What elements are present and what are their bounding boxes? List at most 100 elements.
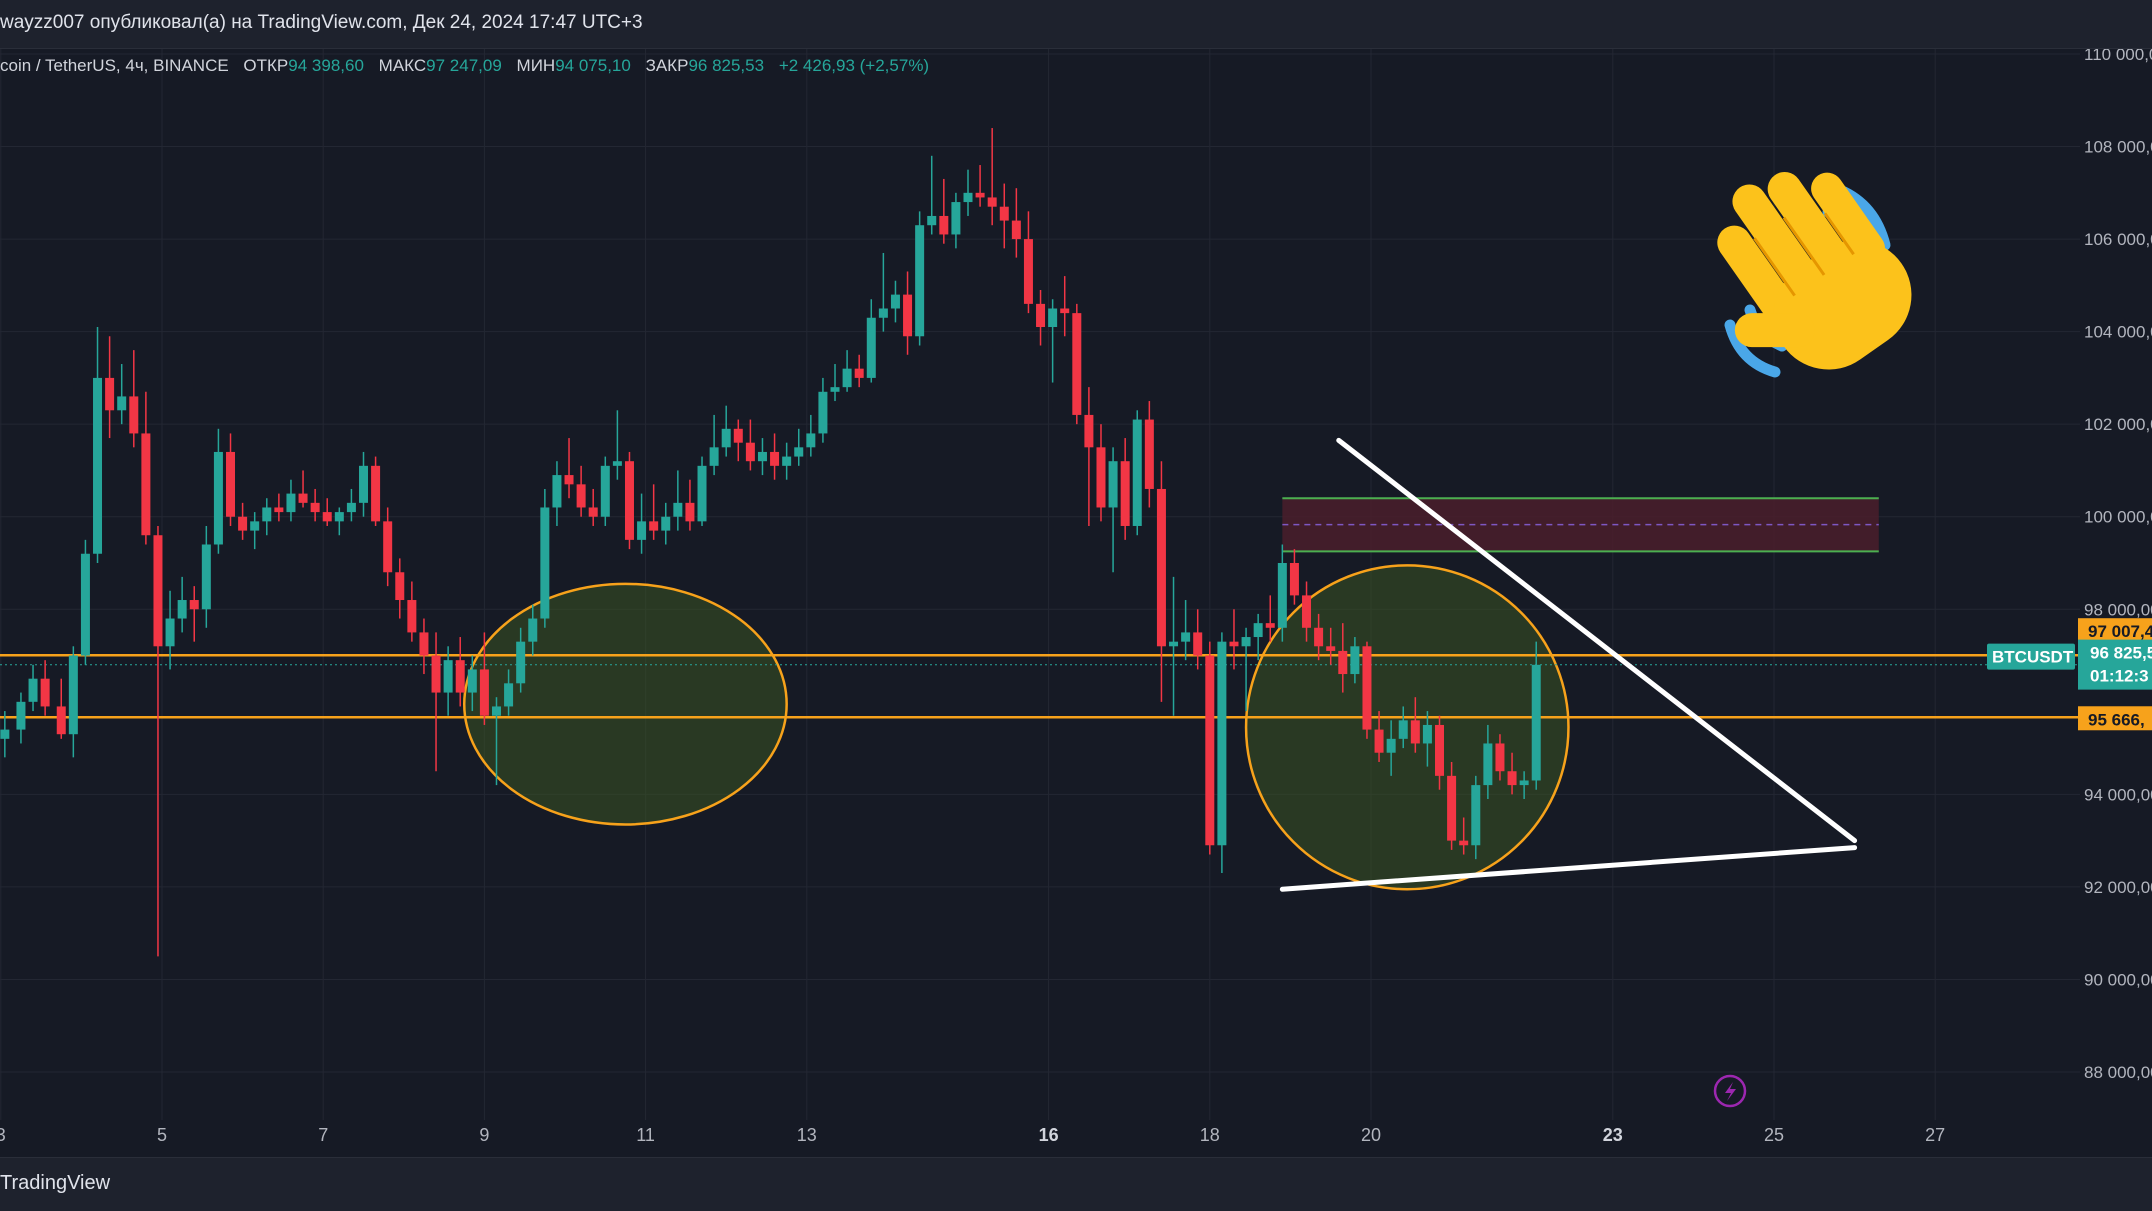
- candle: [105, 336, 115, 439]
- y-tick-label: 94 000,00: [2084, 785, 2152, 804]
- price-axis[interactable]: 88 000,00 90 000,00 92 000,00 94 000,00 98 0…: [2084, 45, 2152, 1082]
- candle: [117, 364, 127, 425]
- candle-body: [1096, 447, 1106, 508]
- candle: [866, 299, 876, 383]
- candle: [975, 165, 985, 207]
- candle-body: [28, 678, 38, 702]
- candle: [40, 660, 50, 716]
- time-axis[interactable]: 3 5 7 9 11 13 16 18 20 23 25 27: [0, 1125, 1945, 1145]
- candle-body: [16, 701, 26, 730]
- candle: [286, 479, 296, 522]
- candle-body: [745, 442, 755, 462]
- candle-body: [1338, 650, 1348, 675]
- candle: [673, 470, 683, 531]
- candle: [250, 512, 260, 550]
- candle: [1289, 549, 1299, 605]
- candle-body: [56, 706, 66, 735]
- candle-body: [0, 729, 10, 739]
- candle-body: [1386, 738, 1396, 753]
- candle: [1217, 632, 1227, 874]
- candle-body: [1519, 780, 1529, 786]
- candle-body: [68, 655, 78, 735]
- price-label-current: [2078, 639, 2152, 690]
- candle-body: [1023, 239, 1033, 304]
- close-label: ЗАКР: [645, 56, 689, 75]
- candle: [1181, 600, 1191, 661]
- candle: [600, 456, 610, 526]
- candle-body: [1410, 720, 1420, 744]
- candle-body: [407, 600, 417, 633]
- candle: [733, 419, 743, 462]
- candle: [745, 419, 755, 471]
- candle-body: [431, 655, 441, 693]
- candle-body: [1362, 646, 1372, 730]
- candle-body: [1253, 623, 1263, 638]
- candle: [1277, 544, 1287, 642]
- candle-body: [504, 683, 514, 707]
- candle: [226, 433, 236, 526]
- ohlc-legend[interactable]: coin / TetherUS, 4ч, BINANCE ОТКР94 398,…: [0, 56, 929, 76]
- candle: [576, 465, 586, 517]
- symbol-tag: [1987, 643, 2075, 670]
- candle-body: [250, 521, 260, 531]
- candle-body: [1302, 595, 1312, 628]
- candle: [359, 451, 368, 517]
- candle-body: [673, 502, 683, 517]
- candle: [153, 525, 163, 957]
- candle: [371, 456, 381, 526]
- y-tick-label: 98 000,00: [2084, 600, 2152, 619]
- publish-info: wayzz007 опубликовал(а) на TradingView.c…: [0, 12, 643, 33]
- candle: [1302, 581, 1312, 642]
- candle: [1120, 438, 1130, 540]
- candle: [455, 637, 465, 707]
- candle-body: [540, 507, 550, 619]
- tradingview-brand[interactable]: TradingView: [0, 1172, 111, 1194]
- candle: [552, 461, 562, 526]
- candle-body: [757, 451, 767, 462]
- lightning-icon[interactable]: [1713, 1074, 1747, 1108]
- candle: [491, 697, 501, 786]
- y-tick-label: 110 000,00: [2084, 45, 2152, 64]
- candle: [1531, 641, 1541, 790]
- candle: [770, 433, 780, 480]
- trendline: [1336, 437, 1858, 844]
- candle-body: [842, 368, 852, 388]
- candle: [1483, 724, 1493, 799]
- candle: [56, 678, 66, 739]
- candle-body: [1229, 641, 1239, 647]
- x-tick-label: 27: [1925, 1125, 1945, 1145]
- candle: [782, 442, 792, 480]
- candle: [177, 576, 187, 633]
- candle-body: [238, 516, 248, 531]
- close-value: 96 825,53: [688, 56, 765, 75]
- candle-body: [564, 475, 574, 485]
- candle-body: [1398, 720, 1408, 739]
- price-label-text: 97 007,4: [2088, 622, 2152, 641]
- candle: [915, 211, 925, 346]
- candle: [939, 178, 949, 244]
- x-tick-label: 23: [1603, 1125, 1623, 1145]
- candle: [1193, 609, 1203, 670]
- candle: [999, 183, 1009, 249]
- candle: [540, 488, 550, 628]
- candle: [516, 627, 526, 693]
- candle-body: [165, 618, 175, 647]
- candle-body: [491, 706, 501, 716]
- candle: [431, 632, 441, 772]
- candle: [1459, 817, 1469, 855]
- candle-body: [854, 368, 864, 378]
- candle-body: [830, 387, 840, 392]
- x-tick-label: 20: [1361, 1125, 1381, 1145]
- candle-body: [1326, 646, 1336, 651]
- x-tick-label: 18: [1200, 1125, 1220, 1145]
- candle: [1326, 627, 1336, 665]
- candle-body: [1447, 775, 1457, 841]
- y-tick-label: 88 000,00: [2084, 1063, 2152, 1082]
- candle: [1132, 410, 1142, 536]
- candle-body: [201, 544, 211, 610]
- candle-body: [1435, 724, 1445, 776]
- candle-body: [818, 391, 828, 434]
- symbol-info[interactable]: coin / TetherUS, 4ч, BINANCE: [0, 56, 229, 75]
- y-tick-label: 104 000,00: [2084, 323, 2152, 342]
